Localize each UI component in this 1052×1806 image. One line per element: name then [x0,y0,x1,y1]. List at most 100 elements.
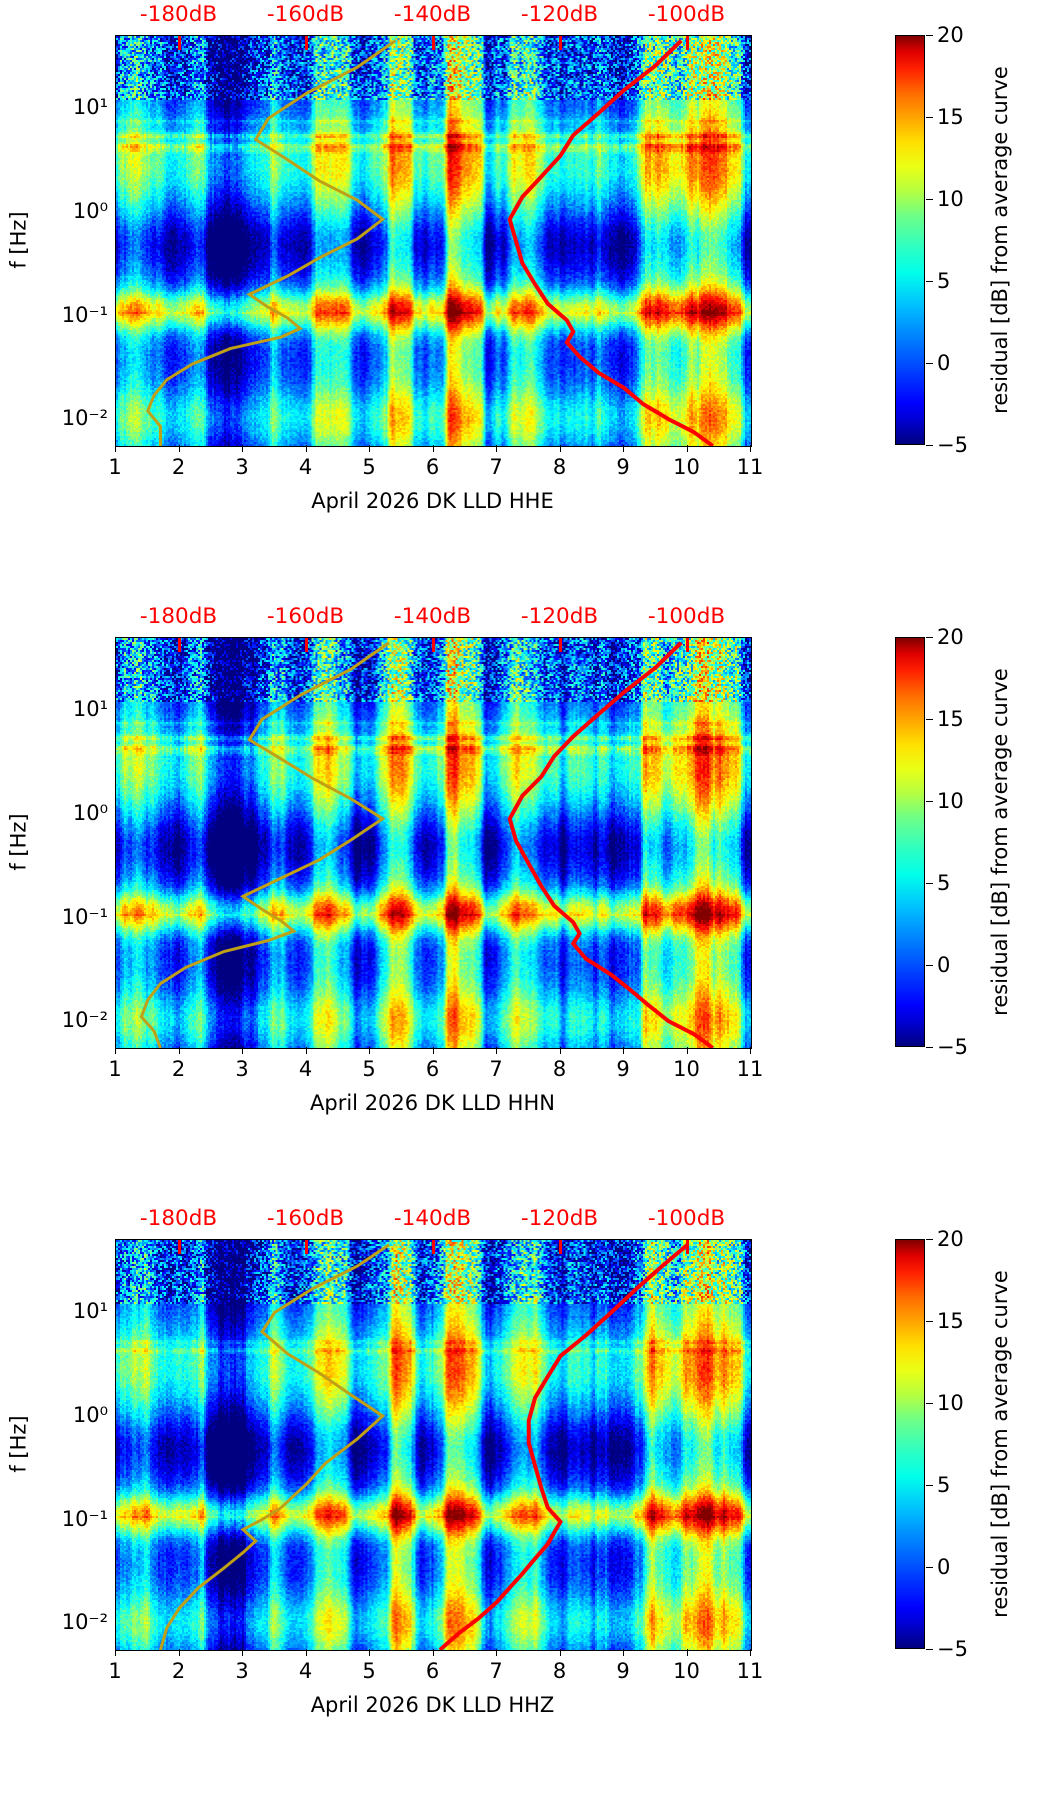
colorbar-tick-label: 10 [937,789,964,813]
panel-title-hhz: April 2026 DK LLD HHZ [310,1693,555,1717]
x-axis-ticks-hhn: 1 2 3 4 5 6 7 8 9 10 11 [108,1047,763,1107]
db-label: -140dB [393,2,472,27]
colorbar-tick-label: 0 [937,953,951,977]
measured-psd-curve [438,1243,689,1650]
colorbar-tick-label: −5 [937,1637,968,1661]
x-tick-mark [750,1649,752,1656]
colorbar-tick-mark [926,199,933,201]
x-tick-label: 1 [108,455,122,479]
y-axis-ticks-hhe: 10¹ 10⁰ 10⁻¹ 10⁻² [30,35,145,445]
colorbar-tick-label: −5 [937,433,968,457]
measured-psd-curve [507,39,715,446]
x-tick-mark [305,1047,307,1054]
average-psd-curve [159,1243,390,1650]
colorbar-tick-mark [926,1485,933,1487]
colorbar-tick-mark [926,1567,933,1569]
x-tick-mark [686,1047,688,1054]
y-tick-label: 10⁻¹ [61,1506,108,1531]
x-tick-mark [750,445,752,452]
panel-hhn: -180dB -160dB -140dB -120dB -100dB f [Hz… [0,602,1052,1204]
x-axis-ticks-hhe: 1 2 3 4 5 6 7 8 9 10 11 [108,445,763,505]
x-tick-label: 6 [425,1659,440,1683]
y-tick-label: 10⁻¹ [61,302,108,327]
x-tick-mark [178,1047,180,1054]
colorbar-gradient [895,1239,925,1649]
colorbar-tick-mark [926,1649,933,1651]
x-tick-label: 11 [736,1659,764,1683]
x-tick-label: 9 [616,1659,630,1683]
x-tick-label: 3 [235,1057,249,1081]
plot-area-hhe [115,35,752,447]
x-tick-mark [496,1047,498,1054]
x-tick-mark [559,1047,561,1054]
y-tick-label: 10⁰ [72,1402,108,1427]
x-tick-label: 1 [108,1659,122,1683]
colorbar-tick-mark [926,719,933,721]
y-tick-label: 10¹ [72,697,108,722]
db-label: -100dB [647,1206,726,1231]
panel-hhz: -180dB -160dB -140dB -120dB -100dB f [Hz… [0,1204,1052,1806]
x-tick-label: 4 [298,1659,313,1683]
db-label: -120dB [520,1206,599,1231]
x-tick-mark [623,445,625,452]
y-tick-label: 10⁰ [72,800,108,825]
spectrogram-image-hhz [116,1240,751,1650]
x-tick-mark [369,1649,371,1656]
colorbar-tick-label: 20 [937,1227,964,1251]
x-tick-label: 6 [425,1057,440,1081]
y-axis-ticks-hhz: 10¹ 10⁰ 10⁻¹ 10⁻² [30,1239,145,1649]
y-tick-label: 10⁰ [72,198,108,223]
colorbar-tick-label: 5 [937,1473,951,1497]
db-axis-labels-hhe: -180dB -160dB -140dB -120dB -100dB [115,0,750,35]
x-tick-mark [242,1047,244,1054]
y-axis-label: f [Hz] [7,211,31,269]
x-tick-label: 8 [552,455,567,479]
x-tick-mark [305,1649,307,1656]
db-label: -180dB [139,604,218,629]
colorbar-tick-mark [926,1239,933,1241]
colorbar-tick-mark [926,1403,933,1405]
x-tick-mark [369,445,371,452]
plot-area-hhz [115,1239,752,1651]
x-tick-label: 1 [108,1057,122,1081]
x-tick-mark [432,1047,434,1054]
y-tick-label: 10¹ [72,95,108,120]
x-tick-mark [559,445,561,452]
colorbar-tick-label: 0 [937,351,951,375]
db-axis-labels-hhz: -180dB -160dB -140dB -120dB -100dB [115,1204,750,1239]
x-tick-mark [686,445,688,452]
db-label: -180dB [139,1206,218,1231]
x-tick-label: 10 [673,1659,700,1683]
colorbar-tick-mark [926,363,933,365]
x-tick-label: 6 [425,455,440,479]
x-tick-label: 3 [235,455,249,479]
x-tick-label: 4 [298,455,313,479]
spectrogram-image-hhn [116,638,751,1048]
x-tick-mark [432,445,434,452]
db-label: -140dB [393,1206,472,1231]
colorbar-tick-mark [926,1321,933,1323]
x-tick-mark [623,1649,625,1656]
average-psd-curve [139,641,390,1048]
x-tick-mark [115,445,117,452]
colorbar-title: residual [dB] from average curve [988,668,1012,1016]
colorbar-hhn: residual [dB] from average curve 20 15 10 5… [895,625,1035,1059]
colorbar-tick-label: 15 [937,1309,964,1333]
db-axis-labels-hhn: -180dB -160dB -140dB -120dB -100dB [115,602,750,637]
average-psd-curve [146,39,397,446]
x-tick-mark [242,1649,244,1656]
x-tick-mark [115,1649,117,1656]
colorbar-tick-label: 10 [937,187,964,211]
db-label: -180dB [139,2,218,27]
colorbar-tick-mark [926,445,933,447]
colorbar-title: residual [dB] from average curve [988,66,1012,414]
x-tick-mark [178,1649,180,1656]
colorbar-tick-label: 0 [937,1555,951,1579]
x-tick-mark [115,1047,117,1054]
colorbar-tick-mark [926,801,933,803]
colorbar-tick-label: 10 [937,1391,964,1415]
db-label: -160dB [266,1206,345,1231]
colorbar-gradient [895,35,925,445]
db-label: -100dB [647,604,726,629]
